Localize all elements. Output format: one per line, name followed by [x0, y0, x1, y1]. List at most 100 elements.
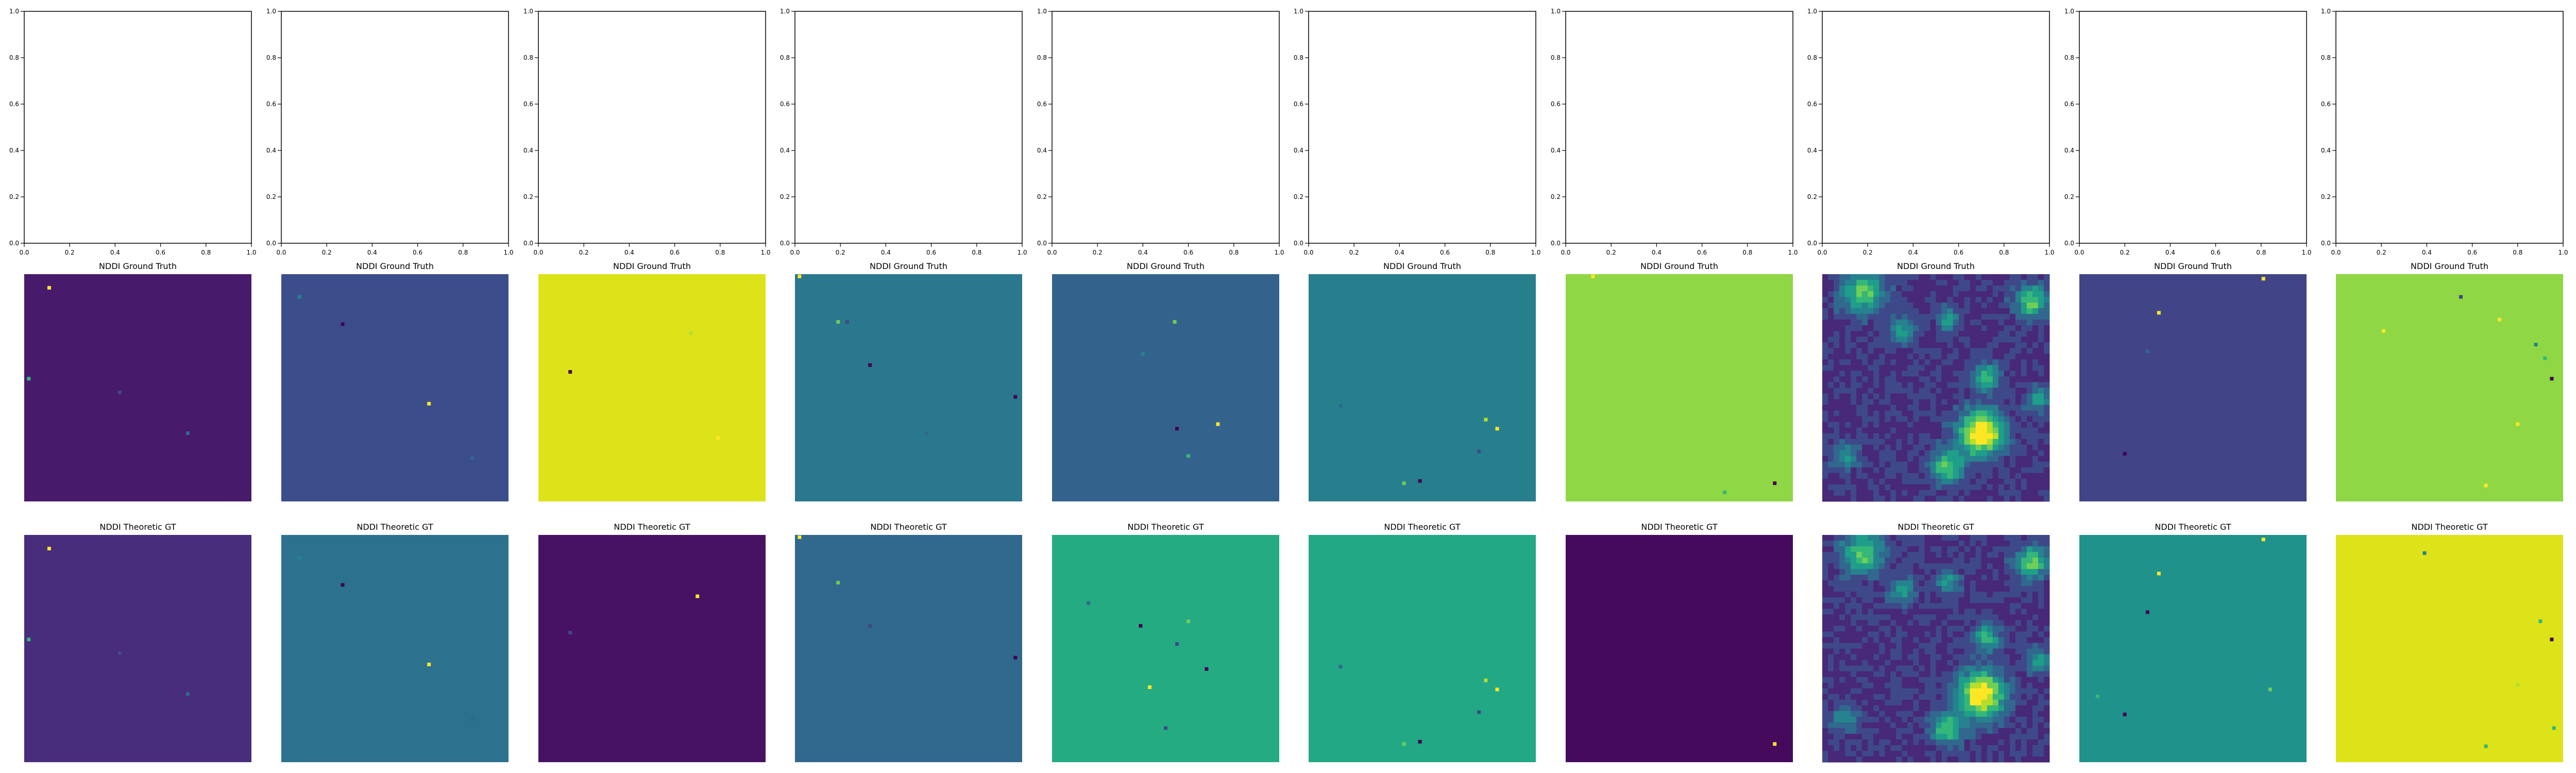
heatmap-cell [2004, 750, 2010, 757]
heatmap-cell [1992, 376, 1999, 382]
heatmap-cell [1947, 552, 1954, 558]
heatmap-cell [1953, 750, 1959, 757]
empty-axes: 0.0 0.2 0.4 0.6 0.8 1.00.00.20.40.60.81.0 [1551, 8, 1798, 256]
heatmap-cell [1936, 348, 1942, 354]
heatmap-cell [1936, 563, 1942, 569]
heatmap-cell [1924, 393, 1930, 400]
heatmap-cell [1930, 444, 1936, 451]
heatmap-cell [2038, 376, 2044, 382]
heatmap-cell [1851, 427, 1857, 434]
heatmap-cell [1885, 745, 1891, 751]
heatmap-cell [1902, 495, 1908, 502]
heatmap-cell [1936, 450, 1942, 457]
heatmap-cell [1970, 592, 1976, 598]
heatmap-cell [1987, 688, 1993, 695]
heatmap-cell [2009, 535, 2016, 541]
heatmap-cell [1828, 541, 1834, 547]
heatmap-cell [2032, 558, 2039, 564]
y-tick-label: 0.2 [2064, 193, 2074, 200]
heatmap-cell [2026, 308, 2033, 314]
heatmap-cell [1975, 728, 1982, 734]
heatmap-cell [1907, 393, 1913, 400]
heatmap-cell [1834, 461, 1840, 468]
heatmap-cell [2015, 427, 2022, 434]
heatmap-cell [1970, 467, 1976, 474]
heatmap-cell [1981, 359, 1988, 365]
heatmap-cell [1981, 552, 1988, 558]
heatmap-cell [2004, 365, 2010, 371]
heatmap-cell [1936, 694, 1942, 700]
heatmap-cell [1907, 337, 1913, 343]
heatmap-cell [1879, 359, 1885, 365]
heatmap-cell [1907, 592, 1913, 598]
heatmap-cell [1839, 648, 1845, 655]
heatmap-cell [1828, 308, 1834, 314]
heatmap-cell [1896, 399, 1902, 406]
heatmap-cell [1896, 280, 1902, 286]
x-tick-label: 0.4 [624, 249, 634, 256]
heatmap-cell [1930, 586, 1936, 592]
heatmap-cell [2015, 654, 2022, 661]
theoretic-gt-row: NDDI Theoretic GT NDDI Theoretic GT NDDI T… [24, 522, 2563, 763]
heatmap-speck [1418, 740, 1422, 744]
heatmap-cell [1913, 484, 1919, 491]
heatmap-cell [1936, 280, 1942, 286]
heatmap-cell [1907, 535, 1913, 541]
heatmap-cell [1879, 575, 1885, 581]
heatmap-cell [2004, 580, 2010, 586]
heatmap-cell [1896, 416, 1902, 423]
x-tick-label: 0.8 [458, 249, 468, 256]
heatmap-cell [1890, 597, 1896, 603]
heatmap-cell [1970, 609, 1976, 615]
heatmap-cell [1958, 280, 1965, 286]
heatmap-speck [1175, 642, 1179, 646]
heatmap-cell [1964, 291, 1971, 297]
heatmap-cell [2032, 643, 2039, 649]
heatmap-cell [1941, 745, 1948, 751]
heatmap-cell [1885, 750, 1891, 757]
heatmap-cell [1930, 348, 1936, 354]
heatmap-cell [1936, 473, 1942, 479]
heatmap-cell [2043, 756, 2050, 763]
heatmap-cell [2043, 716, 2050, 723]
heatmap-cell [1992, 654, 1999, 661]
heatmap-cell [1845, 416, 1851, 423]
heatmap-cell [2009, 478, 2016, 485]
heatmap-cell [1851, 592, 1857, 598]
heatmap-cell [1822, 626, 1828, 632]
heatmap-cell [1947, 359, 1954, 365]
heatmap-cell [1964, 382, 1971, 388]
heatmap-cell [1873, 620, 1879, 626]
heatmap-cell [2032, 376, 2039, 382]
heatmap-cell [1868, 546, 1874, 552]
heatmap-cell [2021, 711, 2027, 717]
heatmap-cell [1834, 291, 1840, 297]
heatmap-cell [1873, 422, 1879, 428]
heatmap-cell [1919, 274, 1925, 280]
heatmap-speck [47, 285, 52, 290]
heatmap-cell [2043, 416, 2050, 423]
heatmap-cell [1907, 439, 1913, 445]
heatmap-cell [2038, 603, 2044, 609]
heatmap-cell [1970, 603, 1976, 609]
heatmap-cell [1822, 575, 1828, 581]
heatmap-cell [1839, 592, 1845, 598]
heatmap-cell [1958, 694, 1965, 700]
heatmap-cell [1947, 410, 1954, 417]
heatmap-cell [2032, 280, 2039, 286]
heatmap-cell [1987, 427, 1993, 434]
heatmap-cell [1856, 648, 1862, 655]
heatmap-cell [2032, 456, 2039, 462]
heatmap-cell [1896, 580, 1902, 586]
x-tick-label: 0.6 [1183, 249, 1193, 256]
heatmap-cell [1936, 739, 1942, 746]
heatmap-cell [1879, 365, 1885, 371]
heatmap-cell [1924, 745, 1930, 751]
heatmap-cell [1981, 569, 1988, 575]
heatmap-cell [1873, 739, 1879, 746]
heatmap-cell [1890, 478, 1896, 485]
heatmap-cell [1834, 382, 1840, 388]
heatmap-cell [1913, 325, 1919, 331]
heatmap-cell [1856, 399, 1862, 406]
heatmap-cell [1862, 626, 1868, 632]
